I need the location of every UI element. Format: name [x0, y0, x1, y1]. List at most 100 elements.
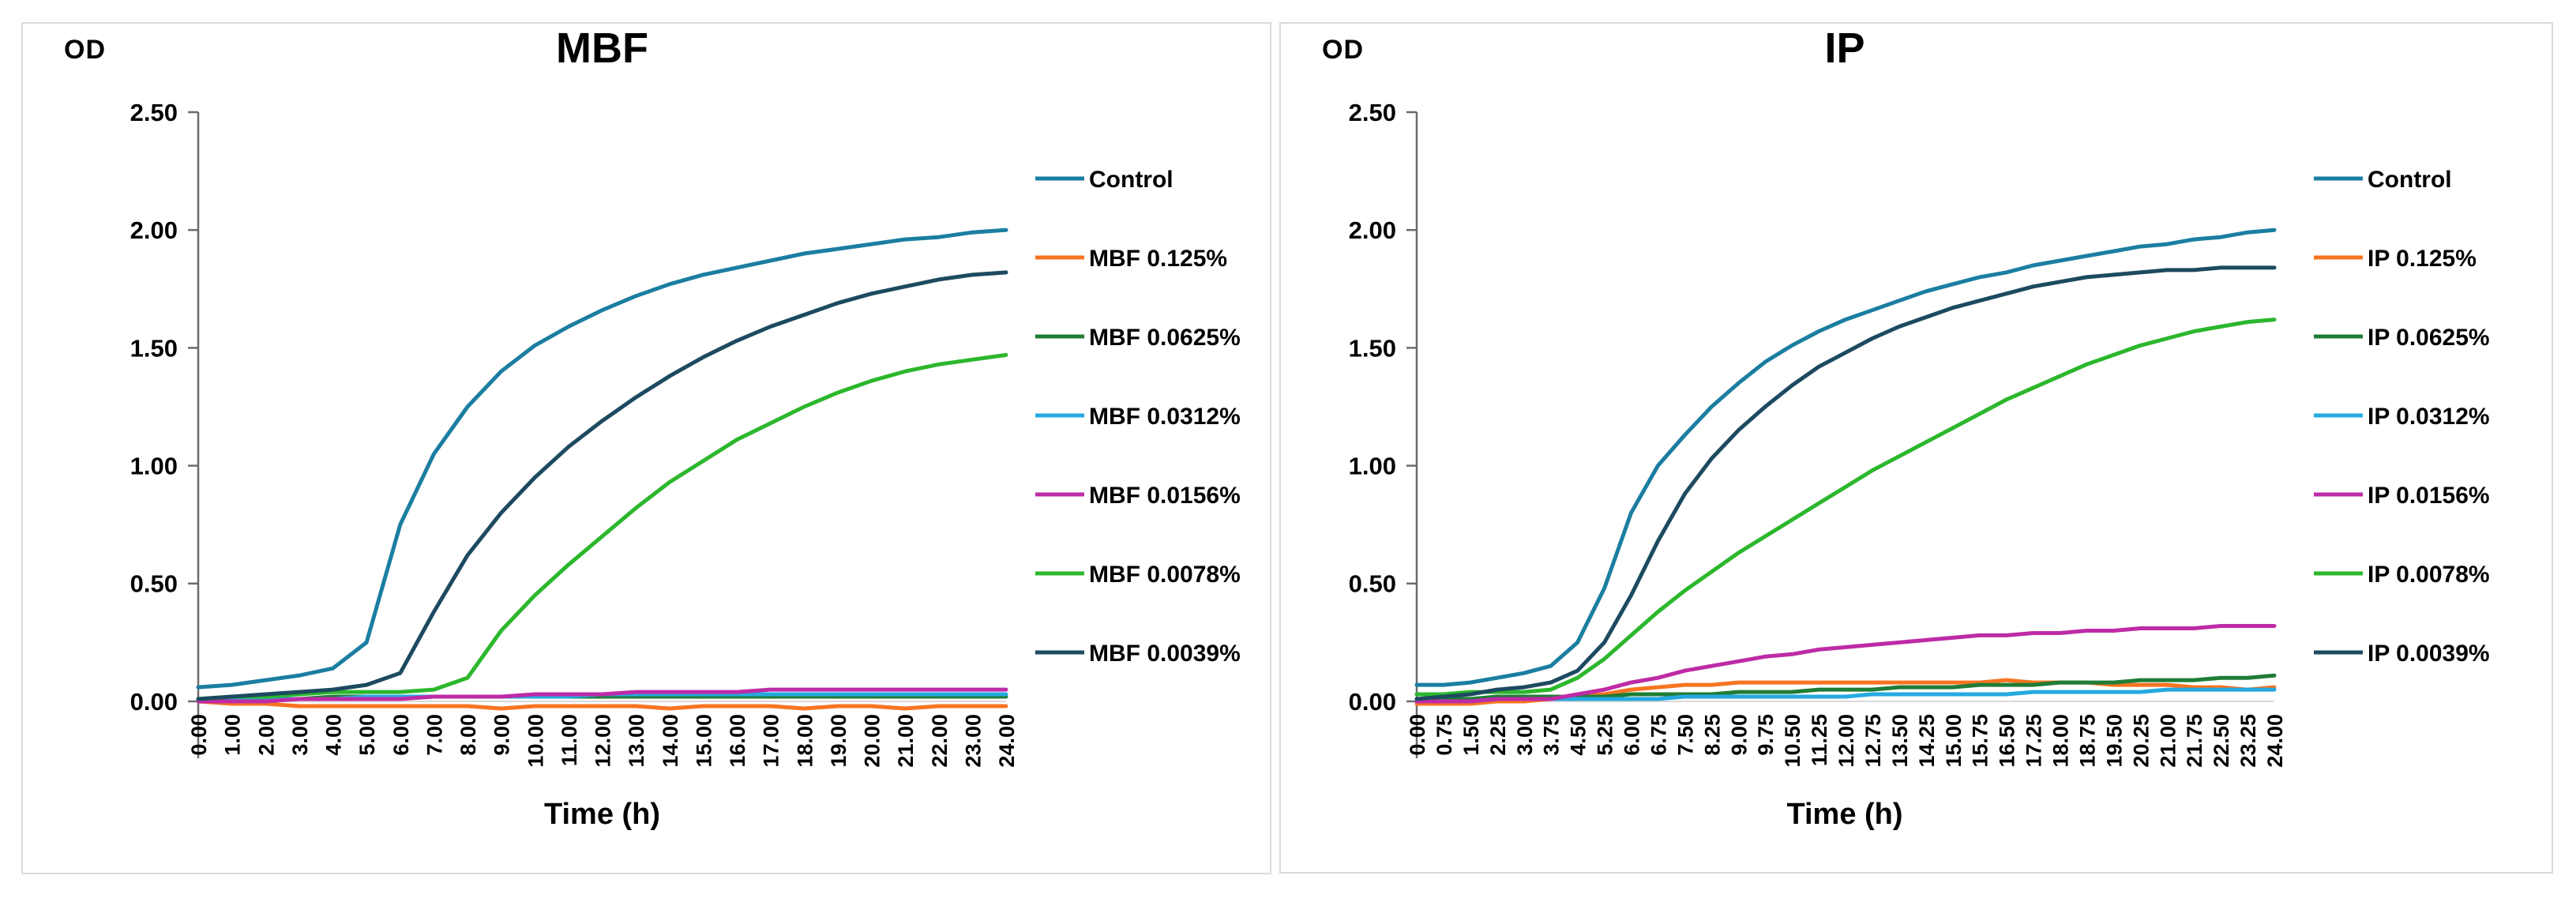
- x-tick-label: 2.00: [254, 714, 278, 756]
- legend-label: IP 0.0156%: [2368, 483, 2490, 509]
- x-axis-title: Time (h): [1786, 798, 1903, 831]
- legend-item: MBF 0.125%: [1035, 246, 1227, 272]
- chart-mbf: 0.00 0.50 1.00 1.50 2.00 2.50 0.00 1.00 2.00 3.00…: [130, 99, 1241, 768]
- x-tick-label: 12.00: [1834, 714, 1858, 768]
- x-tick-label: 23.00: [961, 714, 985, 768]
- legend-item: MBF 0.0156%: [1035, 483, 1241, 509]
- x-tick-label: 7.50: [1673, 714, 1697, 756]
- series-line-mbf-0-0039-: [196, 270, 1008, 701]
- x-tick-label: 6.75: [1647, 714, 1670, 756]
- legend-label: MBF 0.0312%: [1089, 404, 1241, 430]
- x-axis-title: Time (h): [543, 798, 661, 831]
- x-tick-label: 18.00: [2049, 714, 2073, 768]
- x-tick-label: 1.50: [1459, 714, 1483, 756]
- x-tick-label: 19.50: [2102, 714, 2126, 768]
- legend-label: IP 0.0312%: [2368, 404, 2490, 430]
- x-tick-label: 4.00: [322, 714, 346, 756]
- series-line-control: [196, 227, 1008, 690]
- chart-ip: 0.000.501.001.502.002.500.00 0.75 1.50 2.25…: [1349, 99, 2490, 768]
- x-tick-label: 21.75: [2183, 714, 2206, 768]
- x-tick-label: 9.00: [1727, 714, 1751, 756]
- legend-item: IP 0.0625%: [2314, 325, 2490, 351]
- legend-item: Control: [2314, 167, 2452, 193]
- x-tick-label: 12.00: [591, 714, 615, 768]
- x-tick-label: 11.25: [1808, 714, 1831, 766]
- x-tick-label: 10.50: [1781, 714, 1804, 768]
- y-tick-label: 1.50: [130, 334, 178, 362]
- chart-panel-mbf: OD MBF 0.00 0.50 1.00 1.50 2.00 2.50 0.00 1.00 2…: [21, 22, 1271, 874]
- x-tick-label: 18.75: [2075, 714, 2099, 768]
- series-line-mbf-0-0625-: [196, 694, 1008, 701]
- x-tick-label: 2.25: [1486, 714, 1510, 756]
- legend-item: IP 0.0156%: [2314, 483, 2490, 509]
- legend-label: IP 0.0078%: [2368, 562, 2490, 588]
- x-tick-label: 18.00: [793, 714, 817, 768]
- legend-label: MBF 0.125%: [1089, 246, 1227, 272]
- x-tick-label: 7.00: [422, 714, 446, 756]
- series-line-ip-0-0156-: [1414, 624, 2277, 704]
- x-tick-label: 9.00: [490, 714, 514, 756]
- legend-label: Control: [2368, 167, 2452, 193]
- x-tick-label: 3.75: [1540, 714, 1564, 756]
- x-tick-label: 23.25: [2236, 714, 2260, 768]
- x-tick-label: 12.75: [1861, 714, 1885, 768]
- x-tick-label: 17.25: [2022, 714, 2046, 768]
- x-tick-label: 9.75: [1754, 714, 1778, 756]
- legend-label: MBF 0.0625%: [1089, 325, 1241, 351]
- x-tick-label: 0.75: [1433, 714, 1456, 756]
- y-axis-title: OD: [1322, 35, 1364, 65]
- x-tick-label: 21.00: [2156, 714, 2180, 768]
- x-tick-label: 5.25: [1594, 714, 1617, 756]
- series-line-mbf-0-0156-: [196, 687, 1008, 704]
- legend-label: Control: [1089, 167, 1173, 193]
- legend-label: IP 0.0625%: [2368, 325, 2490, 351]
- legend-item: MBF 0.0312%: [1035, 404, 1241, 430]
- y-tick-label: 2.50: [130, 99, 178, 126]
- legend-item: Control: [1035, 167, 1173, 193]
- y-tick-label: 1.50: [1349, 334, 1396, 362]
- legend-label: MBF 0.0156%: [1089, 483, 1241, 509]
- legend-item: IP 0.125%: [2314, 246, 2476, 272]
- series-line-control: [1414, 227, 2277, 687]
- x-tick-label: 22.50: [2210, 714, 2233, 768]
- y-tick-label: 2.00: [1349, 216, 1396, 244]
- x-tick-label: 3.00: [1513, 714, 1537, 756]
- x-tick-label: 13.00: [625, 714, 648, 768]
- y-tick-label: 0.00: [130, 688, 178, 716]
- x-tick-label: 15.00: [1942, 714, 1966, 768]
- chart-title-ip: IP: [1824, 24, 1865, 72]
- x-tick-label: 8.00: [456, 714, 480, 756]
- legend-item: MBF 0.0078%: [1035, 562, 1241, 588]
- x-tick-label: 20.25: [2129, 714, 2153, 768]
- x-tick-label: 20.00: [861, 714, 884, 768]
- x-tick-label: 14.00: [659, 714, 682, 768]
- x-tick-label: 11.00: [558, 714, 581, 766]
- x-tick-label: 0.00: [187, 714, 211, 756]
- x-tick-label: 5.00: [355, 714, 379, 756]
- x-tick-label: 1.00: [221, 714, 245, 756]
- y-tick-label: 0.50: [1349, 570, 1396, 598]
- legend-item: IP 0.0312%: [2314, 404, 2490, 430]
- chart-title-mbf: MBF: [556, 24, 648, 72]
- y-tick-label: 1.00: [130, 452, 178, 479]
- x-tick-label: 15.75: [1969, 714, 1992, 768]
- x-tick-label: 15.00: [692, 714, 715, 768]
- x-tick-label: 24.00: [995, 714, 1019, 768]
- x-tick-label: 6.00: [1620, 714, 1644, 756]
- x-tick-label: 24.00: [2263, 714, 2287, 768]
- series-line-mbf-0-125-: [196, 699, 1008, 711]
- y-tick-label: 0.00: [1349, 688, 1396, 716]
- x-tick-label: 21.00: [894, 714, 918, 768]
- x-tick-label: 0.00: [1406, 714, 1429, 756]
- x-tick-label: 22.00: [928, 714, 952, 768]
- series-line-ip-0-0078-: [1414, 318, 2277, 697]
- y-axis-title: OD: [64, 35, 106, 65]
- series-line-mbf-0-0078-: [196, 352, 1008, 701]
- y-tick-label: 2.00: [130, 216, 178, 244]
- x-tick-label: 8.25: [1700, 714, 1724, 756]
- x-tick-label: 10.00: [524, 714, 547, 768]
- x-tick-label: 19.00: [827, 714, 851, 768]
- legend-label: IP 0.125%: [2368, 246, 2476, 272]
- legend-item: MBF 0.0039%: [1035, 641, 1241, 667]
